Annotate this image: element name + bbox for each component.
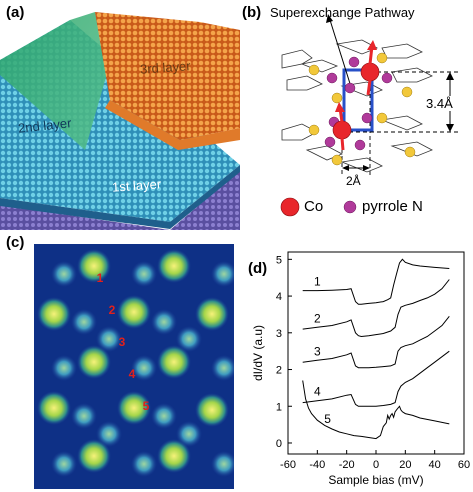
y-tick-label: 1 [276,401,282,413]
stm-blob-small [151,309,177,335]
stm-blob-small [51,261,77,287]
x-axis-label: Sample bias (mV) [328,473,423,487]
stm-blob-small [51,355,77,381]
series-label-1: 1 [314,275,321,289]
panel-b-label: (b) [242,4,262,21]
stm-blob-small [151,403,177,429]
stm-blob-small [176,421,202,447]
x-tick-label: 20 [399,459,411,471]
stm-blob-small [211,355,234,381]
stm-blob-large [157,345,191,379]
stm-blob-small [96,421,122,447]
stm-blob-large [117,391,151,425]
x-tick-label: 0 [373,459,379,471]
stm-blob-large [37,391,71,425]
stm-blob-small [176,326,202,352]
series-line-3 [302,315,450,369]
y-tick-label: 5 [276,254,282,266]
stm-blob-small [131,355,157,381]
stm-blob-large [195,297,229,331]
x-tick-label: 60 [458,459,470,471]
stm-blob-small [96,326,122,352]
stm-blob-large [195,393,229,427]
x-tick-label: -20 [339,459,355,471]
series-label-4: 4 [314,385,321,399]
stm-blob-small [71,309,97,335]
marker-label-5: 5 [143,399,150,413]
series-line-2 [302,279,450,338]
stm-blob-small [51,451,77,477]
stm-blob-small [71,403,97,429]
series-line-4 [302,350,450,407]
y-tick-label: 3 [276,328,282,340]
y-axis-label: dI/dV (a.u) [251,325,265,381]
stm-blob-large [77,249,111,283]
stm-blob-small [131,261,157,287]
stm-topography-3d [0,12,240,230]
series-line-1 [302,258,450,305]
panel-c: (c) 1 2 3 4 5 [0,232,240,492]
distance-horizontal: 2Å [346,174,361,188]
stm-image: 1 2 3 4 5 [34,244,234,489]
stm-blob-large [77,439,111,473]
panel-d-label: (d) [248,260,268,277]
legend-co: Co [304,198,324,215]
marker-label-3: 3 [119,335,126,349]
stm-blob-large [37,297,71,331]
marker-label-1: 1 [97,271,104,285]
panel-b: (b) Superexchange Pathway [242,0,473,232]
x-tick-label: 40 [429,459,441,471]
y-tick-label: 2 [276,365,282,377]
stm-blob-large [77,345,111,379]
series-label-5: 5 [324,412,331,426]
series-line-5 [302,380,450,440]
stm-blob-large [157,439,191,473]
marker-label-4: 4 [129,367,136,381]
panel-c-label: (c) [6,234,25,251]
distance-vertical: 3.4Å [426,96,453,111]
series-label-3: 3 [314,344,321,358]
stm-blob-small [211,261,234,287]
stm-blob-large [117,295,151,329]
marker-label-2: 2 [109,303,116,317]
x-tick-label: -60 [280,459,296,471]
series-label-2: 2 [314,311,321,325]
stm-blob-large [157,249,191,283]
panel-d: (d) -60 -40 -20 0 20 40 60 0 1 2 3 4 5 Sample bias (m… [240,232,473,492]
molecule-stack-diagram [280,14,460,217]
legend-pyrrole-n: pyrrole N [362,198,423,215]
superexchange-title: Superexchange Pathway [270,5,415,20]
panel-a: (a) [0,0,240,230]
y-tick-label: 4 [276,291,282,303]
x-tick-label: -40 [309,459,325,471]
panel-a-label: (a) [6,4,25,21]
stm-blob-small [131,451,157,477]
y-tick-label: 0 [276,438,282,450]
stm-blob-small [211,451,234,477]
